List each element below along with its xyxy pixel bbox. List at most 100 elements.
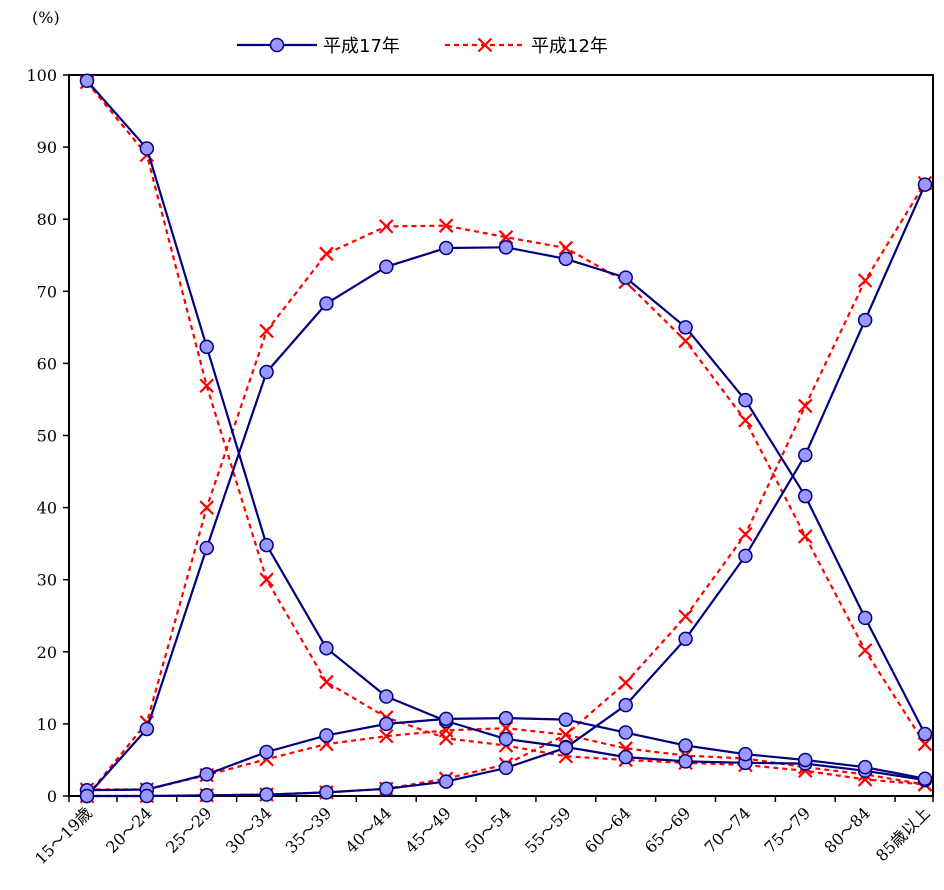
data-point <box>917 726 933 742</box>
x-tick-label: 65～69 <box>641 803 695 857</box>
data-point <box>379 781 394 797</box>
series-2 <box>79 710 933 798</box>
data-point <box>199 540 214 556</box>
data-point <box>678 320 693 335</box>
data-point <box>199 378 214 394</box>
y-tick-label: 80 <box>37 210 57 229</box>
data-point <box>857 643 873 658</box>
x-tick-label: 40～44 <box>342 803 396 857</box>
data-point <box>319 785 334 800</box>
data-point <box>678 754 693 769</box>
x-tick-label: 85歳以上 <box>872 803 934 865</box>
x-tick-label: 70～74 <box>701 803 755 857</box>
data-point <box>199 788 214 803</box>
y-tick-label: 90 <box>37 138 57 157</box>
data-point <box>498 760 514 776</box>
legend-marker <box>477 37 493 53</box>
data-point <box>618 749 633 765</box>
x-tick-label: 45～49 <box>401 803 455 857</box>
data-point <box>738 548 753 564</box>
data-point <box>139 721 155 737</box>
x-tick-label: 55～59 <box>521 803 575 857</box>
y-tick-label: 20 <box>37 643 57 662</box>
data-point <box>738 392 753 408</box>
y-tick-label: 40 <box>37 499 57 518</box>
data-point <box>857 273 873 288</box>
data-point <box>857 610 873 626</box>
data-point <box>678 738 693 753</box>
data-point <box>618 270 633 285</box>
x-tick-label: 25～29 <box>162 803 216 857</box>
legend-item: 平成12年 <box>445 36 608 57</box>
data-point <box>379 219 394 234</box>
x-tick-label: 15～19歳 <box>31 803 96 868</box>
data-point <box>259 572 274 587</box>
data-point <box>438 240 454 256</box>
data-point <box>259 744 274 760</box>
y-tick-label: 0 <box>47 787 57 806</box>
legend-label: 平成12年 <box>531 36 608 57</box>
data-point <box>379 689 394 704</box>
data-point <box>738 746 753 762</box>
series-line <box>86 81 926 786</box>
legend-label: 平成17年 <box>323 36 400 57</box>
data-point <box>379 728 394 744</box>
series-1 <box>79 240 933 804</box>
x-tick-label: 60～64 <box>581 803 635 857</box>
data-point <box>319 640 334 656</box>
data-point <box>199 339 214 355</box>
x-axis: 15～19歳 20～24 25～29 30～34 35～39 40～44 45～49 50～5… <box>31 796 934 868</box>
data-point <box>798 752 813 768</box>
x-tick-label: 30～34 <box>222 803 276 857</box>
data-point <box>558 240 574 256</box>
x-tick-label: 50～54 <box>461 803 515 857</box>
data-point <box>379 716 394 732</box>
data-point <box>857 312 873 328</box>
data-point <box>798 488 813 504</box>
data-point <box>917 771 933 786</box>
series-3 <box>79 177 933 804</box>
x-tick-label: 35～39 <box>282 803 336 857</box>
data-point <box>558 740 574 755</box>
data-point <box>498 710 514 726</box>
x-tick-label: 75～79 <box>761 803 815 857</box>
y-tick-label: 100 <box>26 66 57 85</box>
data-point <box>798 529 813 544</box>
data-point <box>678 333 693 349</box>
x-tick-label: 80～84 <box>820 803 874 857</box>
data-point <box>438 774 454 789</box>
data-point <box>798 398 813 414</box>
data-point <box>319 728 334 743</box>
data-point <box>498 240 514 255</box>
legend-marker <box>269 37 285 53</box>
y-tick-label: 10 <box>37 715 57 734</box>
plot-area-frame <box>68 74 934 797</box>
y-axis-unit-label: (%) <box>32 8 60 27</box>
data-point <box>678 631 693 647</box>
data-point <box>678 609 693 624</box>
data-point <box>558 251 574 267</box>
data-point <box>319 246 334 262</box>
y-tick-label: 70 <box>37 282 57 301</box>
series-line <box>86 224 926 797</box>
data-point <box>798 447 813 463</box>
series-4 <box>79 74 933 792</box>
data-point <box>79 788 95 804</box>
legend-item: 平成17年 <box>237 36 400 57</box>
data-point <box>618 675 633 691</box>
x-tick-label: 20～24 <box>102 803 156 857</box>
y-tick-label: 60 <box>37 354 57 373</box>
data-point <box>139 141 155 156</box>
data-point <box>738 526 753 542</box>
data-point <box>618 697 633 713</box>
data-point <box>917 177 933 192</box>
data-point <box>259 364 274 380</box>
data-point <box>199 500 214 515</box>
legend: 平成17年 平成12年 <box>237 36 608 57</box>
data-point <box>558 727 574 742</box>
data-point <box>319 674 334 690</box>
data-point <box>259 323 274 339</box>
data-point <box>738 413 753 428</box>
y-tick-label: 50 <box>37 427 57 446</box>
